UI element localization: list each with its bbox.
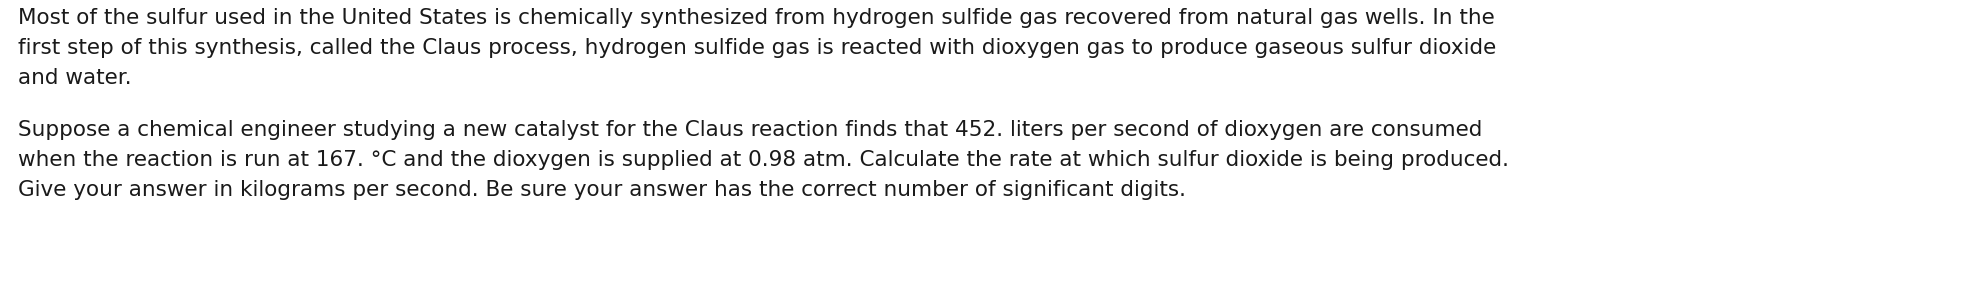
Text: first step of this synthesis, called the Claus process, hydrogen sulfide gas is : first step of this synthesis, called the… [18,38,1496,58]
Text: Give your answer in kilograms per second. Be sure your answer has the correct nu: Give your answer in kilograms per second… [18,180,1185,200]
Text: Suppose a chemical engineer studying a new catalyst for the Claus reaction finds: Suppose a chemical engineer studying a n… [18,120,1482,140]
Text: and water.: and water. [18,68,133,88]
Text: when the reaction is run at 167. °C and the dioxygen is supplied at 0.98 atm. Ca: when the reaction is run at 167. °C and … [18,150,1510,170]
Text: Most of the sulfur used in the United States is chemically synthesized from hydr: Most of the sulfur used in the United St… [18,8,1494,28]
